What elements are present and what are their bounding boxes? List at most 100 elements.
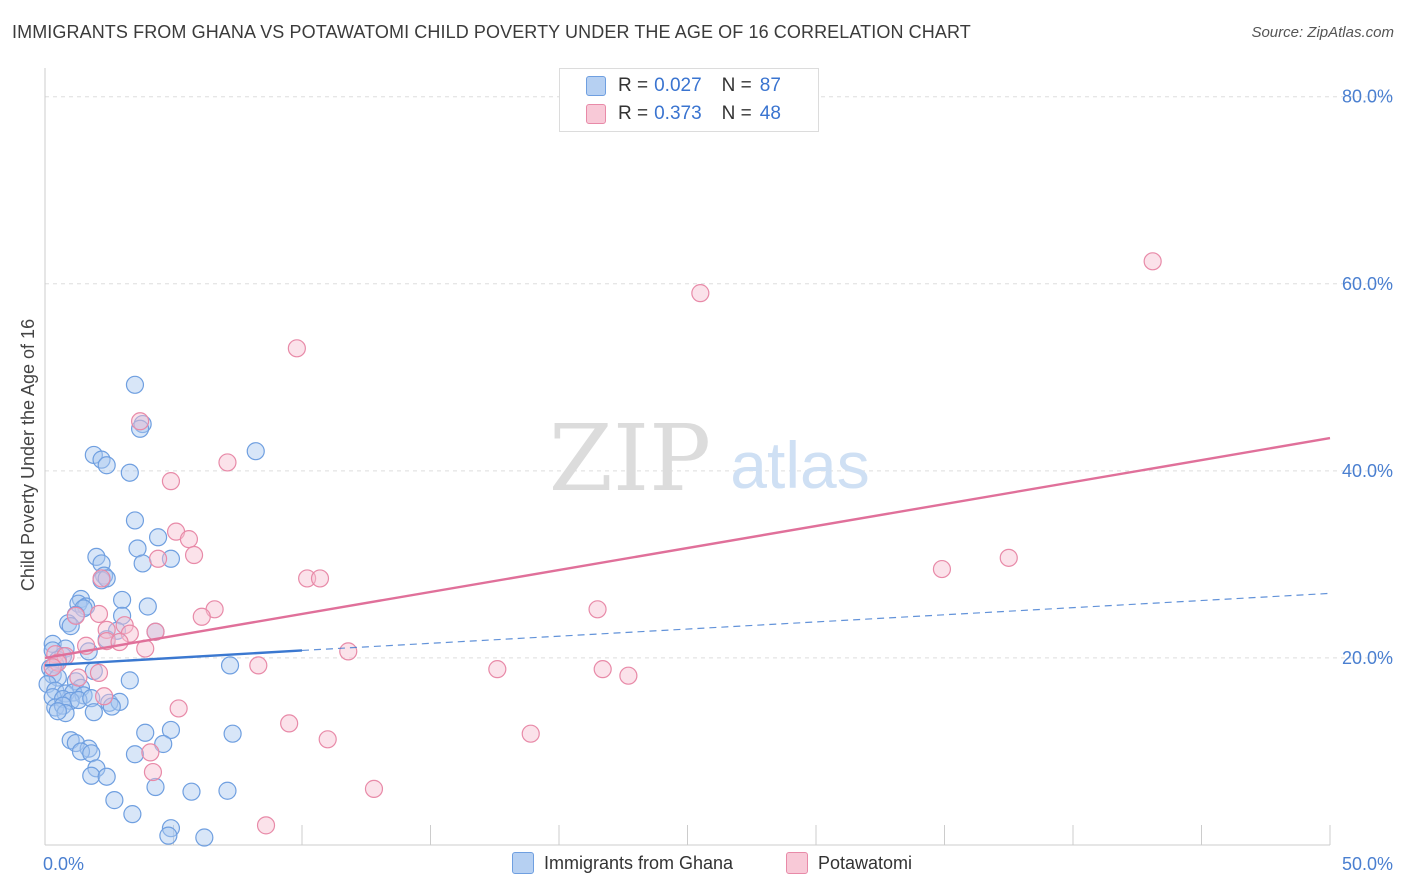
potawatomi-point xyxy=(339,642,358,661)
ghana-point xyxy=(120,671,139,690)
ghana-point xyxy=(138,597,157,616)
ghana-point xyxy=(105,791,124,810)
ghana-point xyxy=(125,511,145,530)
legend-n-value: 87 xyxy=(759,75,781,96)
potawatomi-point xyxy=(95,687,114,706)
ghana-point xyxy=(82,766,101,785)
potawatomi-point xyxy=(43,658,62,677)
potawatomi-point xyxy=(89,663,109,682)
legend-r-value: 0.373 xyxy=(654,103,702,124)
trend-lines xyxy=(44,436,1331,667)
legend-n-label: N = xyxy=(721,75,752,96)
ghana-trend-dashed xyxy=(301,592,1331,652)
potawatomi-point xyxy=(66,606,85,625)
potawatomi-point xyxy=(218,453,237,472)
ghana-point xyxy=(59,614,78,633)
potawatomi-point xyxy=(364,779,384,798)
potawatomi-point xyxy=(588,600,607,619)
potawatomi-point xyxy=(298,569,317,588)
legend-series: Immigrants from Ghana Potawatomi xyxy=(0,852,1406,878)
potawatomi-point xyxy=(999,548,1018,567)
legend-row-ghana: R = 0.027 N = 87 xyxy=(586,74,781,98)
ghana-point xyxy=(97,569,116,588)
legend-swatch-ghana xyxy=(586,76,606,96)
x-tick-label: 0.0% xyxy=(43,854,84,874)
ghana-point xyxy=(125,375,145,394)
potawatomi-point xyxy=(488,660,507,679)
y-axis-label: Child Poverty Under the Age of 16 xyxy=(18,319,38,591)
potawatomi-point xyxy=(280,714,299,733)
ghana-point xyxy=(223,724,242,743)
ghana-point xyxy=(112,590,132,610)
legend-label-ghana: Immigrants from Ghana xyxy=(544,852,734,873)
y-tick-label: 80.0% xyxy=(1342,87,1393,107)
legend-swatch-potawatomi xyxy=(786,852,808,874)
ghana-point xyxy=(146,777,165,797)
ghana-point xyxy=(246,442,265,461)
y-tick-label: 60.0% xyxy=(1342,274,1393,294)
legend-r-label: R = xyxy=(618,75,649,96)
potawatomi-trend xyxy=(44,436,1331,660)
potawatomi-point xyxy=(179,530,199,549)
tick-labels: 20.0% 40.0% 60.0% 80.0% 0.0% 50.0% xyxy=(43,87,1393,874)
potawatomi-point xyxy=(141,743,160,762)
potawatomi-point xyxy=(932,559,952,579)
y-tick-label: 40.0% xyxy=(1342,461,1393,481)
potawatomi-point xyxy=(593,660,612,679)
potawatomi-point xyxy=(69,668,88,687)
potawatomi-point xyxy=(691,284,710,303)
ghana-point xyxy=(84,703,103,722)
potawatomi-point xyxy=(287,339,306,358)
potawatomi-point xyxy=(89,604,109,624)
ghana-point xyxy=(97,767,116,786)
ghana-point xyxy=(154,734,173,754)
potawatomi-point xyxy=(184,545,204,565)
potawatomi-point xyxy=(521,724,540,743)
ghana-point xyxy=(161,549,181,568)
legend-stats: R = 0.027 N = 87 R = 0.373 N = 48 xyxy=(559,68,819,132)
ghana-point xyxy=(159,826,178,845)
ghana-point xyxy=(161,819,181,838)
ghana-point xyxy=(120,463,139,482)
watermark-zip: ZIP xyxy=(549,405,711,512)
y-tick-label: 20.0% xyxy=(1342,648,1393,668)
chart-title: IMMIGRANTS FROM GHANA VS POTAWATOMI CHIL… xyxy=(12,22,971,42)
ghana-point xyxy=(195,828,214,847)
ghana-point xyxy=(53,696,73,715)
ghana-point xyxy=(125,745,145,764)
legend-swatch-potawatomi xyxy=(586,104,606,124)
potawatomi-point xyxy=(110,632,129,652)
legend-r-value: 0.027 xyxy=(654,75,702,96)
legend-item-potawatomi[interactable]: Potawatomi xyxy=(786,852,912,874)
legend-swatch-ghana xyxy=(512,852,534,874)
potawatomi-point xyxy=(143,762,163,782)
ghana-point xyxy=(130,419,150,438)
potawatomi-point xyxy=(148,549,168,568)
series-ghana-points xyxy=(38,375,265,847)
ghana-point xyxy=(218,781,237,800)
legend-item-ghana[interactable]: Immigrants from Ghana xyxy=(512,852,733,874)
ghana-point xyxy=(161,720,181,740)
potawatomi-point xyxy=(1143,252,1162,271)
ghana-point xyxy=(92,450,111,469)
ghana-point xyxy=(220,656,240,675)
watermark-atlas: atlas xyxy=(730,428,869,502)
potawatomi-point xyxy=(161,472,181,491)
potawatomi-point xyxy=(92,569,111,588)
x-tick-label: 50.0% xyxy=(1342,854,1393,874)
potawatomi-point xyxy=(318,730,337,749)
potawatomi-point xyxy=(619,666,638,685)
legend-r-label: R = xyxy=(618,103,649,124)
ghana-point xyxy=(133,554,152,573)
ghana-point xyxy=(102,697,121,716)
ghana-point xyxy=(97,456,116,475)
potawatomi-point xyxy=(249,656,268,675)
legend-row-potawatomi: R = 0.373 N = 48 xyxy=(586,102,781,126)
potawatomi-point xyxy=(97,631,116,651)
potawatomi-point xyxy=(310,569,330,588)
potawatomi-point xyxy=(130,412,150,431)
ghana-point xyxy=(61,731,80,750)
ghana-point xyxy=(136,723,155,742)
potawatomi-point xyxy=(256,816,276,835)
